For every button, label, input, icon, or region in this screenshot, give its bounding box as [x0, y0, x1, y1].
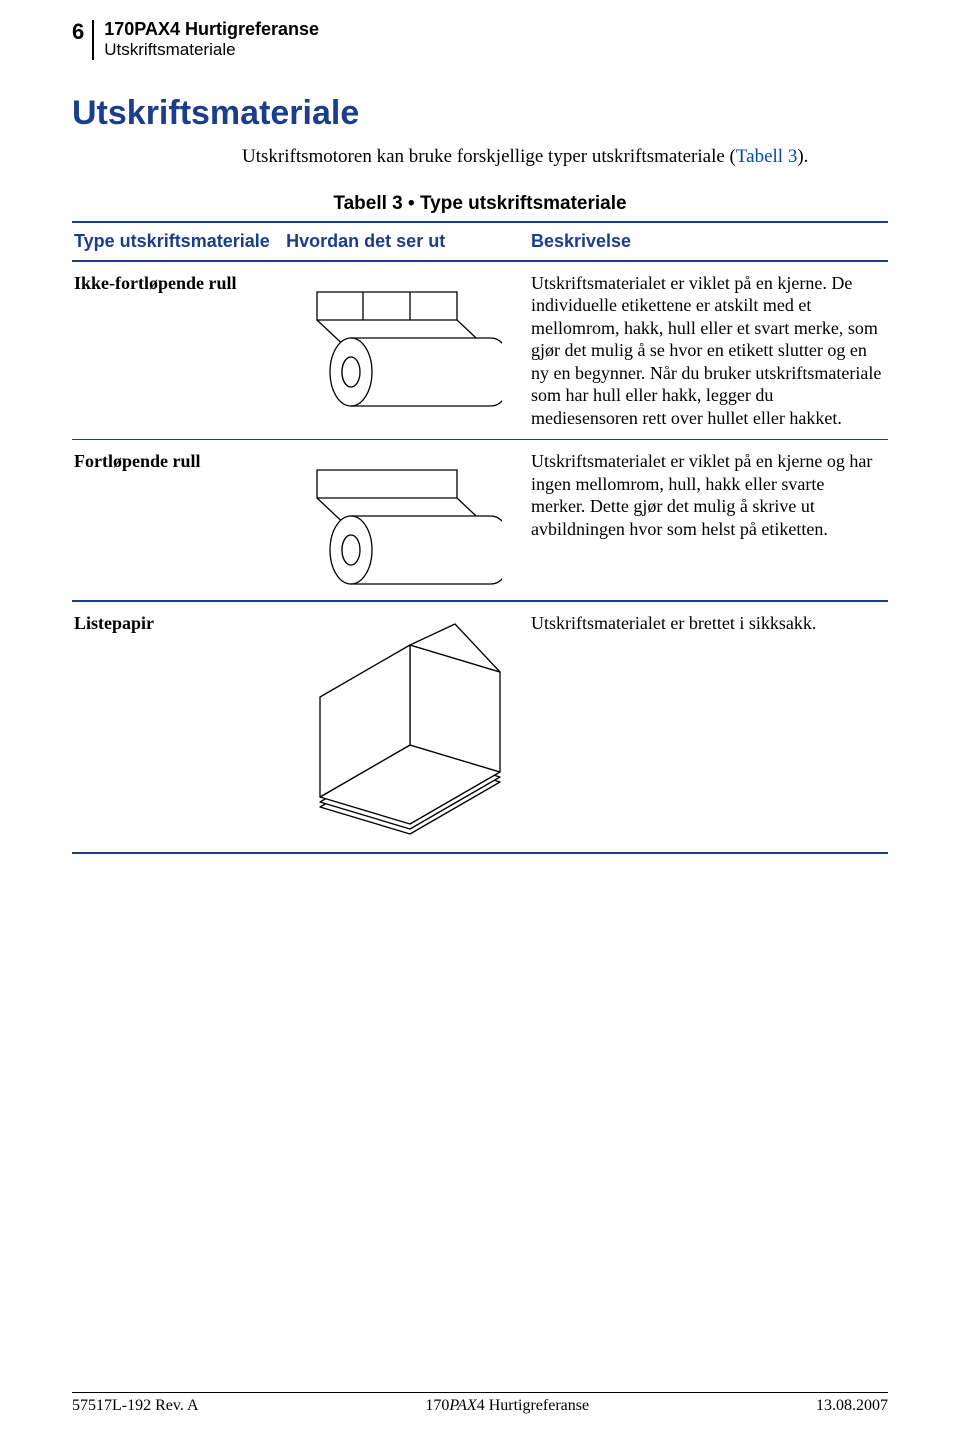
cell-type: Fortløpende rull: [72, 440, 284, 602]
table-row: Fortløpende rull: [72, 440, 888, 602]
cell-diagram: [284, 601, 529, 853]
table-row: Ikke-fortløpende rull: [72, 261, 888, 440]
footer-right: 13.08.2007: [816, 1397, 888, 1415]
cell-type: Listepapir: [72, 601, 284, 853]
footer-center-italic: PAX: [449, 1397, 476, 1414]
cell-desc: Utskriftsmaterialet er viklet på en kjer…: [529, 261, 888, 440]
cell-type: Ikke-fortløpende rull: [72, 261, 284, 440]
col-header-look: Hvordan det ser ut: [284, 222, 529, 261]
header-title-sub: Utskriftsmateriale: [104, 40, 319, 60]
media-type-table: Type utskriftsmateriale Hvordan det ser …: [72, 221, 888, 855]
footer-center: 170PAX4 Hurtigreferanse: [425, 1397, 589, 1415]
col-header-type: Type utskriftsmateriale: [72, 222, 284, 261]
cell-desc: Utskriftsmaterialet er brettet i sikksak…: [529, 601, 888, 853]
intro-paragraph: Utskriftsmotoren kan bruke forskjellige …: [242, 145, 888, 169]
page-header: 6 170PAX4 Hurtigreferanse Utskriftsmater…: [72, 20, 888, 60]
cell-diagram: [284, 440, 529, 602]
intro-end: ).: [797, 146, 808, 167]
footer-left: 57517L-192 Rev. A: [72, 1397, 199, 1415]
cell-diagram: [284, 261, 529, 440]
roll-segmented-icon: [307, 272, 502, 412]
page-number: 6: [72, 20, 84, 44]
roll-continuous-icon: [307, 450, 502, 590]
table-caption: Tabell 3 • Type utskriftsmateriale: [72, 193, 888, 215]
table-reference-link[interactable]: Tabell 3: [736, 146, 797, 167]
section-title: Utskriftsmateriale: [72, 94, 888, 133]
fanfold-icon: [300, 612, 510, 842]
footer-center-prefix: 170: [425, 1397, 449, 1414]
table-header-row: Type utskriftsmateriale Hvordan det ser …: [72, 222, 888, 261]
intro-text: Utskriftsmotoren kan bruke forskjellige …: [242, 146, 736, 167]
page-footer: 57517L-192 Rev. A 170PAX4 Hurtigreferans…: [72, 1392, 888, 1415]
table-row: Listepapir: [72, 601, 888, 853]
header-titles: 170PAX4 Hurtigreferanse Utskriftsmateria…: [92, 20, 319, 60]
header-title-main: 170PAX4 Hurtigreferanse: [104, 20, 319, 40]
cell-desc: Utskriftsmaterialet er viklet på en kjer…: [529, 440, 888, 602]
col-header-desc: Beskrivelse: [529, 222, 888, 261]
footer-center-suffix: 4 Hurtigreferanse: [477, 1397, 589, 1414]
